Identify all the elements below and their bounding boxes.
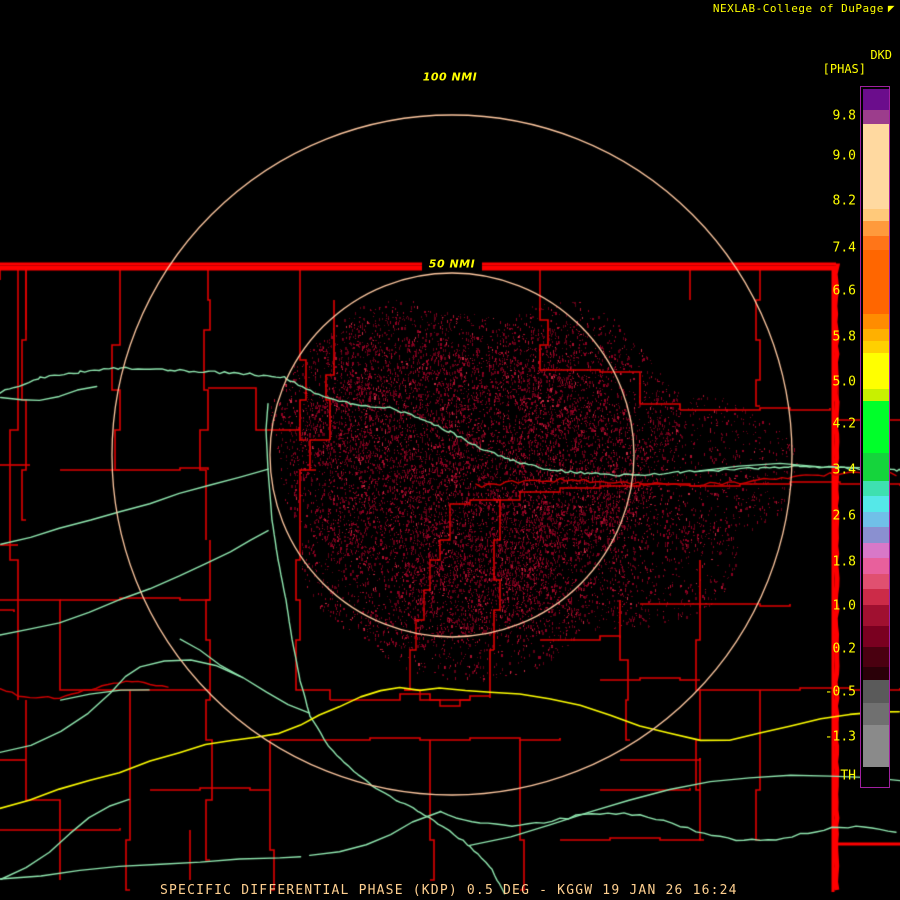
colorbar-band bbox=[863, 249, 889, 314]
colorbar-band bbox=[863, 123, 889, 210]
colorbar-frame bbox=[860, 86, 890, 788]
colorbar-tick-11: 1.0 bbox=[832, 598, 856, 614]
colorbar-title: DKD bbox=[870, 48, 892, 62]
colorbar-band bbox=[863, 680, 889, 704]
colorbar-band bbox=[863, 236, 889, 250]
colorbar-band bbox=[863, 542, 889, 559]
colorbar-band bbox=[863, 625, 889, 648]
attribution-text: NEXLAB-College of DuPage bbox=[712, 2, 884, 15]
colorbar[interactable] bbox=[860, 86, 892, 790]
colorbar-band bbox=[863, 511, 889, 528]
colorbar-tick-14: -1.3 bbox=[824, 729, 856, 745]
range-ring-label-100nmi: 100 NMI bbox=[422, 70, 478, 84]
colorbar-gradient bbox=[863, 89, 889, 787]
colorbar-tick-12: 0.2 bbox=[832, 641, 856, 657]
colorbar-band bbox=[863, 110, 889, 124]
colorbar-band bbox=[863, 703, 889, 725]
colorbar-tick-0: 9.8 bbox=[832, 108, 856, 124]
colorbar-band bbox=[863, 453, 889, 481]
colorbar-tick-8: 3.4 bbox=[832, 462, 856, 478]
colorbar-band bbox=[863, 389, 889, 402]
colorbar-band bbox=[863, 647, 889, 667]
colorbar-band bbox=[863, 89, 889, 111]
colorbar-tick-1: 9.0 bbox=[832, 148, 856, 164]
colorbar-tick-4: 6.6 bbox=[832, 283, 856, 299]
colorbar-band bbox=[863, 220, 889, 237]
colorbar-band bbox=[863, 480, 889, 497]
range-ring-label-50nmi: 50 NMI bbox=[428, 257, 476, 271]
colorbar-band bbox=[863, 340, 889, 353]
colorbar-threshold-label: TH bbox=[840, 768, 856, 784]
colorbar-tick-3: 7.4 bbox=[832, 240, 856, 256]
colorbar-band bbox=[863, 767, 889, 787]
colorbar-band bbox=[863, 209, 889, 221]
colorbar-band bbox=[863, 724, 889, 768]
colorbar-band bbox=[863, 527, 889, 543]
colorbar-band bbox=[863, 589, 889, 605]
colorbar-band bbox=[863, 496, 889, 512]
colorbar-band bbox=[863, 666, 889, 681]
attribution-credit: NEXLAB-College of DuPage ◤ bbox=[713, 2, 895, 15]
colorbar-band bbox=[863, 329, 889, 341]
colorbar-tick-6: 5.0 bbox=[832, 374, 856, 390]
colorbar-unit-label: [PHAS] bbox=[822, 62, 866, 76]
colorbar-tick-13: -0.5 bbox=[824, 684, 856, 700]
colorbar-tick-10: 1.8 bbox=[832, 554, 856, 570]
colorbar-band bbox=[863, 352, 889, 390]
colorbar-band bbox=[863, 558, 889, 574]
colorbar-band bbox=[863, 604, 889, 626]
colorbar-band bbox=[863, 313, 889, 330]
colorbar-tick-5: 5.8 bbox=[832, 329, 856, 345]
product-status-bar: SPECIFIC DIFFERENTIAL PHASE (KDP) 0.5 DE… bbox=[160, 883, 738, 898]
colorbar-band bbox=[863, 401, 889, 454]
colorbar-tick-7: 4.2 bbox=[832, 416, 856, 432]
nexlab-logo-icon: ◤ bbox=[887, 2, 895, 15]
colorbar-band bbox=[863, 573, 889, 590]
colorbar-tick-2: 8.2 bbox=[832, 193, 856, 209]
colorbar-tick-9: 2.6 bbox=[832, 508, 856, 524]
